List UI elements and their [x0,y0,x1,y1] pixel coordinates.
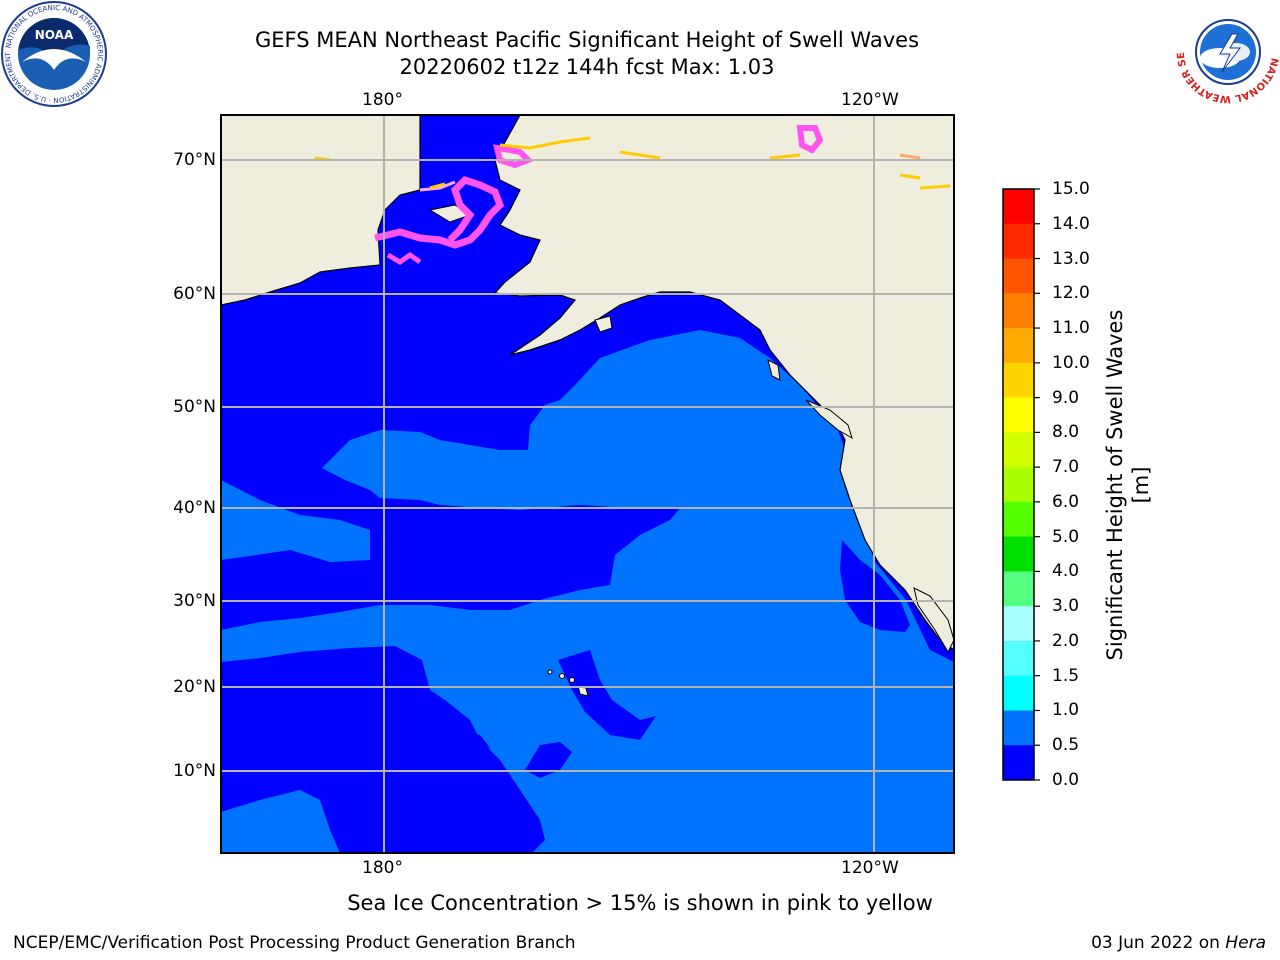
lat-label-30n: 30°N [173,591,216,611]
lat-label-20n: 20°N [173,677,216,697]
nws-ring-text: NATIONAL WEATHER SERVICE [0,0,1280,104]
colorbar-tick-label: 1.0 [1052,700,1080,721]
swell-band-mid [221,330,954,853]
map-area [221,115,954,853]
lat-label-60n: 60°N [173,284,216,304]
graticule [221,115,954,853]
lat-label-70n: 70°N [173,150,216,170]
footer-machine: Hera [1225,933,1266,953]
colorbar-swatch [1003,536,1034,572]
map-subtitle: 20220602 t12z 144h fcst Max: 1.03 [399,55,775,79]
colorbar-tick-label: 8.0 [1052,422,1080,443]
colorbar-tick-label: 15.0 [1052,179,1090,199]
colorbar-tick-label: 7.0 [1052,457,1080,478]
colorbar-swatch [1003,223,1034,260]
colorbar-swatch [1003,606,1034,642]
colorbar-tick-label: 9.0 [1052,387,1080,408]
lon-label-bottom-180: 180° [362,858,403,878]
map-title: GEFS MEAN Northeast Pacific Significant … [254,28,920,52]
land-russia [221,115,421,306]
noaa-logo-text: NOAA [35,28,74,42]
swell-band-mid-west [221,480,370,562]
colorbar-tick-label: 0.0 [1052,770,1080,790]
colorbar-tick-label: 6.0 [1052,491,1080,512]
lon-label-top-120w: 120°W [841,90,899,110]
lon-label-top-180: 180° [362,90,403,110]
colorbar-swatch [1003,432,1034,468]
lat-label-10n: 10°N [173,761,216,781]
colorbar-swatch [1003,745,1034,781]
colorbar-swatch [1003,640,1034,677]
colorbar-tick-label: 10.0 [1052,352,1090,373]
nws-logo: NATIONAL WEATHER SERVICE [0,0,1280,104]
colorbar-tick-label: 13.0 [1052,248,1090,269]
footer-date-text: 03 Jun 2022 on [1091,933,1220,953]
colorbar-swatch [1003,397,1034,433]
colorbar-tick-label: 0.5 [1052,735,1080,756]
colorbar-swatch [1003,710,1034,746]
colorbar-tick-label: 3.0 [1052,596,1080,617]
colorbar-swatch [1003,467,1034,503]
colorbar-tick-label: 11.0 [1052,318,1090,339]
colorbar-tick-label: 1.5 [1052,665,1080,686]
lon-label-bottom-120w: 120°W [841,858,899,878]
colorbar [1002,188,1040,781]
colorbar-swatch [1003,293,1034,329]
colorbar-title: Significant Height of Swell Waves [m] [1103,309,1153,661]
lat-label-40n: 40°N [173,498,216,518]
colorbar-swatch [1003,675,1034,711]
swell-band-mid-southwest [221,790,340,853]
colorbar-swatch [1003,258,1034,294]
noaa-logo: NATIONAL OCEANIC AND ATMOSPHERIC ADMINIS… [0,0,107,107]
lat-label-50n: 50°N [173,397,216,417]
sea-ice-caption: Sea Ice Concentration > 15% is shown in … [347,891,933,915]
colorbar-swatch [1003,189,1034,225]
svg-text:NATIONAL WEATHER SERVICE: NATIONAL WEATHER SERVICE [0,0,1280,104]
colorbar-swatch [1003,571,1034,607]
colorbar-swatch [1003,501,1034,538]
map-frame [220,114,955,854]
footer-date: 03 Jun 2022 on Hera [1091,933,1266,953]
colorbar-tick-label: 4.0 [1052,561,1080,582]
land-north-america [493,115,954,651]
colorbar-frame [1002,188,1035,781]
colorbar-tick-label: 5.0 [1052,526,1080,547]
colorbar-tick-label: 2.0 [1052,630,1080,651]
footer-credit: NCEP/EMC/Verification Post Processing Pr… [13,933,576,953]
colorbar-tick-label: 14.0 [1052,213,1090,234]
colorbar-swatch [1003,362,1034,399]
colorbar-swatch [1003,328,1034,364]
colorbar-tick-label: 12.0 [1052,283,1090,304]
